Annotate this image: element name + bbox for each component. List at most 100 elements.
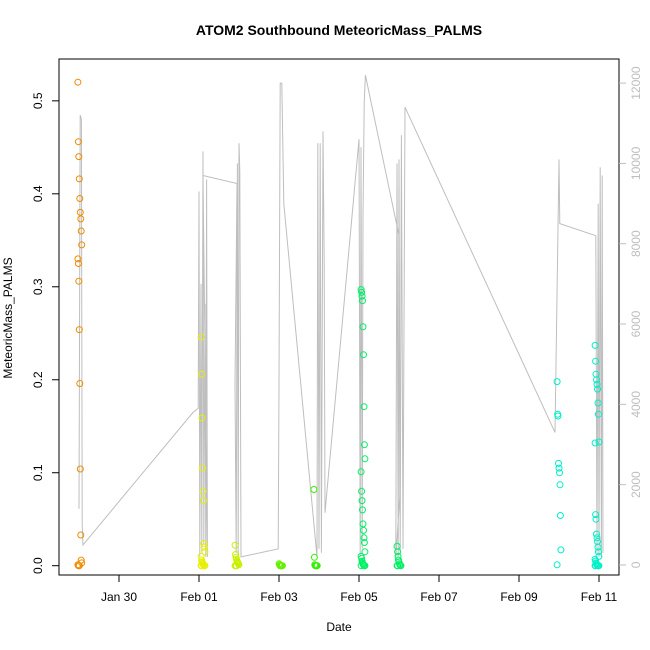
y2-tick-label: 12000 xyxy=(629,66,643,100)
data-points-layer xyxy=(74,78,603,570)
data-point xyxy=(358,292,366,300)
data-point xyxy=(75,277,83,285)
series-flight-7 xyxy=(393,542,405,570)
y-axis-label: MeteoricMass_PALMS xyxy=(1,257,15,378)
data-point xyxy=(200,539,208,547)
data-point xyxy=(595,438,603,446)
data-point xyxy=(233,562,240,570)
data-point xyxy=(359,297,366,305)
data-point xyxy=(394,548,402,556)
data-point xyxy=(76,208,84,216)
data-point xyxy=(278,562,286,570)
y-tick-label: 0.4 xyxy=(31,185,45,202)
data-point xyxy=(76,465,84,473)
data-point xyxy=(360,441,368,449)
data-point xyxy=(553,378,561,386)
data-point xyxy=(357,562,365,570)
series-flight-9 xyxy=(591,341,603,570)
data-point xyxy=(199,487,207,495)
data-point xyxy=(357,468,365,476)
data-point xyxy=(592,357,600,365)
data-point xyxy=(593,530,600,538)
data-point xyxy=(555,459,562,467)
data-point xyxy=(361,562,369,570)
data-point xyxy=(231,541,239,549)
data-point xyxy=(78,241,86,249)
data-point xyxy=(74,138,82,146)
data-point xyxy=(198,562,206,570)
series-flight-6 xyxy=(357,286,369,570)
data-point xyxy=(74,78,82,86)
data-point xyxy=(360,526,367,534)
x-tick-label: Feb 11 xyxy=(581,590,618,604)
y2-tick-label: 6000 xyxy=(629,310,643,337)
x-tick-label: Feb 09 xyxy=(500,590,538,604)
x-tick-label: Jan 30 xyxy=(101,590,137,604)
y-tick-label: 0.1 xyxy=(31,464,45,481)
data-point xyxy=(394,562,402,570)
data-point xyxy=(594,548,602,556)
data-point xyxy=(593,376,600,384)
data-point xyxy=(594,399,602,407)
data-point xyxy=(358,487,366,495)
data-point xyxy=(360,351,367,359)
y-tick-label: 0.2 xyxy=(31,371,45,388)
data-point xyxy=(198,370,206,378)
x-tick-label: Feb 05 xyxy=(340,590,378,604)
data-point xyxy=(310,486,318,493)
data-point xyxy=(593,380,601,388)
y2-tick-label: 2000 xyxy=(629,471,643,498)
data-point xyxy=(77,531,85,539)
data-point xyxy=(397,562,405,570)
data-point xyxy=(359,323,367,331)
x-axis-label: Date xyxy=(326,620,352,634)
data-point xyxy=(75,326,83,334)
data-point xyxy=(556,481,564,489)
altitude-line-layer xyxy=(78,74,604,558)
data-point xyxy=(359,520,367,528)
data-point xyxy=(74,260,82,267)
data-point xyxy=(592,511,600,519)
data-point xyxy=(77,215,85,223)
altitude-line xyxy=(78,74,604,558)
chart-title: ATOM2 Southbound MeteoricMass_PALMS xyxy=(196,22,482,38)
data-point xyxy=(75,562,83,570)
data-point xyxy=(591,439,599,447)
data-point xyxy=(553,561,561,569)
x-tick-label: Feb 03 xyxy=(260,590,298,604)
data-point xyxy=(595,562,603,570)
data-point xyxy=(360,403,368,411)
data-point xyxy=(76,195,84,202)
data-point xyxy=(557,546,565,554)
data-point xyxy=(310,553,318,561)
y2-tick-label: 4000 xyxy=(629,391,643,418)
data-point xyxy=(201,548,209,556)
y-tick-label: 0.3 xyxy=(31,278,45,295)
data-point xyxy=(592,515,600,523)
data-point xyxy=(591,341,599,349)
y2-tick-label: 10000 xyxy=(629,146,643,180)
data-point xyxy=(359,506,366,514)
data-point xyxy=(357,286,365,294)
data-point xyxy=(313,562,321,570)
data-point xyxy=(232,551,240,558)
data-point xyxy=(556,512,564,519)
series-flight-4 xyxy=(275,560,286,570)
data-point xyxy=(361,548,369,556)
data-point xyxy=(594,385,601,393)
data-point xyxy=(201,562,209,570)
data-point xyxy=(593,534,601,542)
data-point xyxy=(76,380,84,387)
series-flight-8 xyxy=(553,378,565,569)
plot-frame xyxy=(58,58,620,576)
data-point xyxy=(197,333,205,341)
series-flight-5 xyxy=(310,486,321,570)
data-point xyxy=(555,464,563,472)
data-point xyxy=(554,412,562,420)
y-tick-label: 0.0 xyxy=(31,557,45,574)
data-point xyxy=(198,414,206,422)
data-point xyxy=(74,255,82,263)
series-flight-3 xyxy=(231,541,243,570)
x-tick-label: Feb 01 xyxy=(180,590,218,604)
